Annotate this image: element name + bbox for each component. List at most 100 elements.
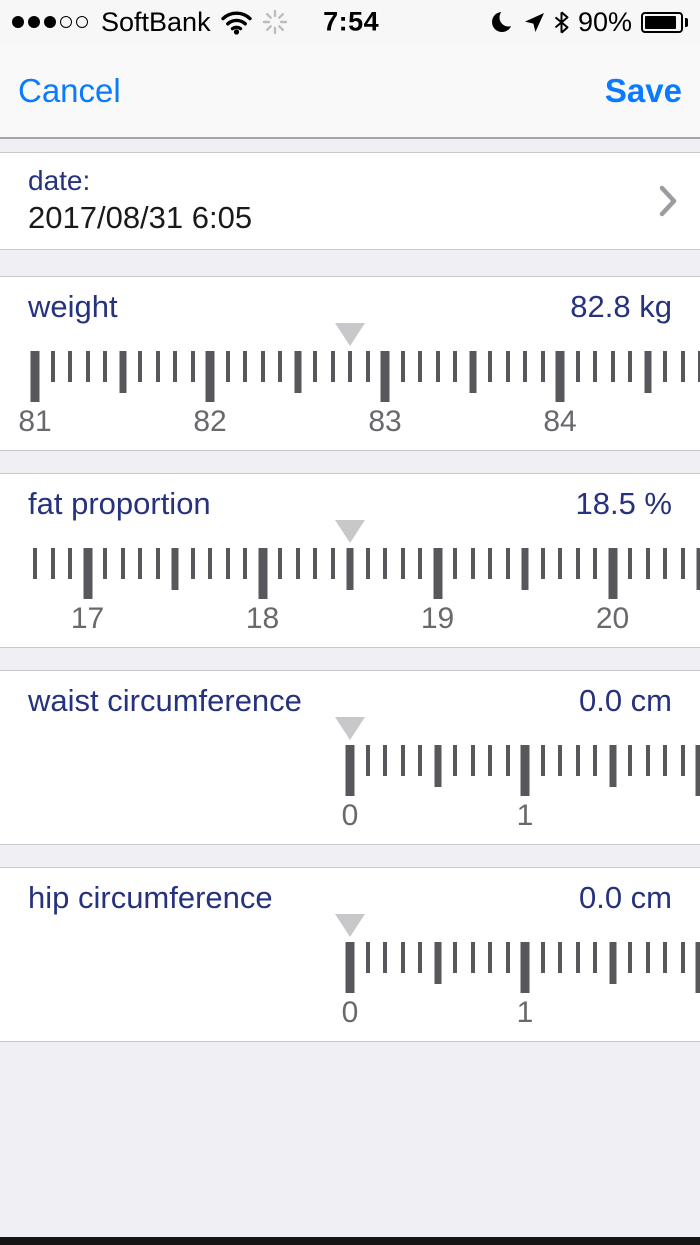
ruler-tick xyxy=(68,548,72,579)
weight-ruler-slider[interactable]: 81 82 83 84 xyxy=(0,323,700,450)
ruler-tick xyxy=(593,548,597,579)
ruler-tick xyxy=(433,548,442,599)
ruler-tick xyxy=(470,548,475,579)
ruler-tick xyxy=(50,351,55,382)
ruler-tick xyxy=(119,351,126,393)
ruler-tick xyxy=(593,745,597,776)
ruler-tick xyxy=(190,548,195,579)
activity-spinner-icon xyxy=(262,9,288,35)
ruler-tick xyxy=(208,548,212,579)
status-bar-left: SoftBank xyxy=(12,7,288,38)
ruler-tick xyxy=(30,351,40,402)
date-row-value: 2017/08/31 6:05 xyxy=(28,200,253,235)
ruler-tick xyxy=(609,745,616,787)
ruler-tick xyxy=(488,942,492,973)
ruler-number-label: 1 xyxy=(516,799,534,832)
ruler-tick xyxy=(663,942,667,973)
ruler-tick xyxy=(365,942,370,973)
ruler-number-label: 1 xyxy=(516,996,534,1029)
ruler-tick xyxy=(698,351,700,382)
ruler-tick xyxy=(330,548,335,579)
ruler-tick xyxy=(680,548,685,579)
ruler-tick xyxy=(680,745,685,776)
ruler-tick xyxy=(383,548,387,579)
ruler-tick xyxy=(400,351,405,382)
ruler-tick xyxy=(383,745,387,776)
ruler-tick xyxy=(609,942,616,984)
ruler-number-label: 81 xyxy=(18,405,52,438)
ruler-tick xyxy=(520,942,530,993)
ruler-tick xyxy=(540,745,545,776)
slider-pointer-icon xyxy=(335,914,365,937)
metric-label: weight xyxy=(28,289,118,324)
ruler-tick xyxy=(610,351,615,382)
do-not-disturb-moon-icon xyxy=(491,10,515,34)
ruler-tick xyxy=(400,745,405,776)
ruler-tick xyxy=(330,351,335,382)
ruler-tick xyxy=(645,548,650,579)
bluetooth-icon xyxy=(554,10,569,34)
ruler-tick xyxy=(418,351,422,382)
ruler-tick xyxy=(278,351,282,382)
metric-label: waist circumference xyxy=(28,683,302,718)
save-button[interactable]: Save xyxy=(604,71,682,109)
metric-value: 18.5 % xyxy=(575,486,672,521)
ruler-tick xyxy=(695,942,700,993)
ruler-tick xyxy=(628,745,632,776)
fat-proportion-ruler-slider[interactable]: 17 18 19 20 xyxy=(0,520,700,647)
ruler-tick xyxy=(260,351,265,382)
ruler-tick xyxy=(663,548,667,579)
ruler-tick xyxy=(540,548,545,579)
ruler-tick xyxy=(505,942,510,973)
ruler-tick xyxy=(645,942,650,973)
ruler-tick xyxy=(696,548,700,590)
ruler-tick xyxy=(663,745,667,776)
metric-value: 0.0 cm xyxy=(578,880,672,915)
ruler-tick xyxy=(505,351,510,382)
ruler-number-label: 17 xyxy=(70,602,105,635)
wifi-icon xyxy=(220,10,253,35)
battery-percent-label: 90% xyxy=(577,6,632,37)
ruler-tick xyxy=(85,351,90,382)
ruler-tick xyxy=(383,942,387,973)
ruler-tick xyxy=(505,745,510,776)
ruler-tick xyxy=(33,548,37,579)
carrier-label: SoftBank xyxy=(101,6,211,37)
ruler-tick xyxy=(348,351,352,382)
ruler-tick xyxy=(540,942,545,973)
cancel-button[interactable]: Cancel xyxy=(18,71,121,109)
date-row[interactable]: date: 2017/08/31 6:05 xyxy=(0,152,700,250)
ruler-tick xyxy=(575,351,580,382)
ruler-tick xyxy=(663,351,667,382)
ruler-tick xyxy=(418,745,422,776)
ruler-number-label: 83 xyxy=(368,405,402,438)
ruler-tick xyxy=(469,351,476,393)
ruler-tick xyxy=(278,548,282,579)
ruler-tick xyxy=(365,351,370,382)
ruler-tick xyxy=(575,745,580,776)
ruler-tick xyxy=(628,548,632,579)
metric-label: hip circumference xyxy=(28,880,273,915)
ruler-tick xyxy=(645,745,650,776)
ruler-tick xyxy=(294,351,301,393)
location-arrow-icon xyxy=(524,12,545,33)
slider-pointer-icon xyxy=(335,520,365,543)
ruler-tick xyxy=(558,942,562,973)
ruler-tick xyxy=(103,548,107,579)
metric-value: 0.0 cm xyxy=(578,683,672,718)
ruler-tick xyxy=(346,548,354,590)
metric-value: 82.8 kg xyxy=(570,289,672,324)
weight-section: weight 82.8 kg 81 82 83 84 xyxy=(0,276,700,451)
ruler-tick xyxy=(313,548,317,579)
ruler-tick xyxy=(50,548,55,579)
ruler-tick xyxy=(365,548,370,579)
ruler-tick xyxy=(380,351,390,402)
ruler-tick xyxy=(644,351,651,393)
ruler-tick xyxy=(435,351,440,382)
ruler-tick xyxy=(523,351,527,382)
ruler-tick xyxy=(400,548,405,579)
